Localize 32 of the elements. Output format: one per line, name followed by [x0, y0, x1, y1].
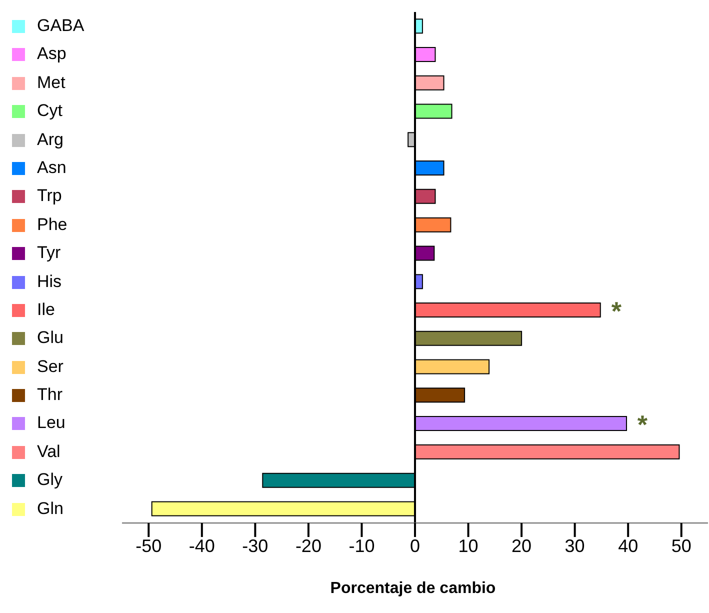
annotation: *: [637, 410, 648, 440]
legend-label: His: [37, 272, 62, 291]
legend-label: Gln: [37, 498, 64, 518]
x-tick-label: -10: [348, 536, 375, 556]
x-tick-label: -20: [295, 536, 322, 556]
x-tick-label: 10: [458, 536, 478, 556]
x-tick-label: 50: [671, 536, 692, 556]
legend-label: Tyr: [37, 243, 61, 262]
legend-label: Trp: [37, 186, 62, 206]
x-axis-title: Porcentaje de cambio: [329, 580, 497, 598]
legend-label: Thr: [37, 385, 62, 404]
legend-label: Met: [37, 72, 66, 92]
legend-label: Gly: [37, 470, 62, 490]
x-tick-label: -40: [188, 536, 215, 556]
legend-label: Glu: [37, 328, 64, 348]
annotation: *: [611, 296, 622, 326]
x-tick-label: -50: [136, 536, 162, 556]
legend-label: Val: [37, 442, 60, 461]
legend-label: Ile: [37, 300, 55, 319]
legend-label: GABA: [37, 16, 84, 35]
legend-label: Asp: [37, 44, 66, 64]
x-tick-label: 0: [410, 536, 420, 556]
x-tick-label: 40: [618, 536, 638, 556]
legend-label: Arg: [37, 130, 64, 149]
legend-label: Phe: [37, 214, 68, 234]
legend-label: Ser: [37, 356, 64, 376]
legend-label: Leu: [37, 413, 66, 432]
legend-label: Cyt: [37, 101, 62, 120]
x-tick-label: 30: [564, 536, 585, 556]
x-tick-label: -30: [242, 536, 268, 556]
x-tick-label: 20: [512, 536, 532, 556]
legend-label: Asn: [37, 158, 66, 177]
